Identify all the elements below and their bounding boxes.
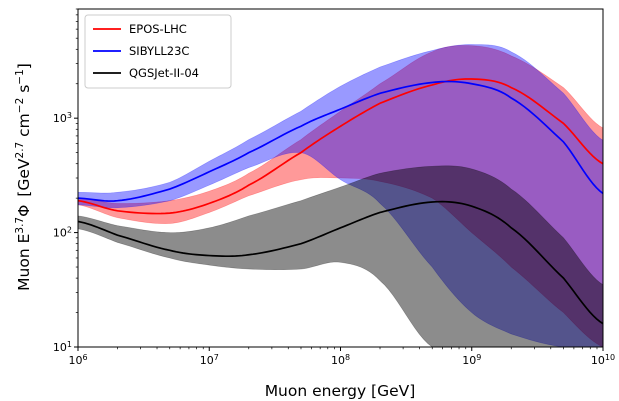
y-tick-label: 103 [53, 111, 72, 126]
line-epos-lhc [78, 78, 603, 215]
series-lines [78, 78, 603, 325]
legend: EPOS-LHC SIBYLL23C QGSJet-II-04 [84, 14, 232, 89]
legend-box [84, 14, 232, 89]
band-qgsjet-ii-04 [78, 165, 603, 347]
x-tick-label: 106 [68, 353, 87, 368]
x-tick-label: 108 [331, 353, 350, 368]
legend-label-epos-lhc: EPOS-LHC [129, 22, 187, 36]
axes: 106 107 108 109 1010 101 102 103 [53, 8, 615, 368]
band-epos-lhc [78, 45, 603, 347]
x-tick-label: 1010 [591, 353, 615, 368]
y-tick-label: 101 [53, 340, 72, 355]
y-tick-label: 102 [53, 225, 72, 240]
x-tick-label: 109 [462, 353, 481, 368]
band-sibyll23c [78, 44, 603, 347]
x-tick-label: 107 [200, 353, 219, 368]
uncertainty-bands [78, 44, 603, 347]
legend-label-qgsjet-ii-04: QGSJet-II-04 [129, 66, 199, 80]
x-axis-label: Muon energy [GeV] [265, 382, 416, 400]
y-axis-label: Muon E3.7Φ[GeV2.7 cm−2 s−1] [14, 63, 33, 291]
line-sibyll23c [78, 80, 603, 202]
legend-label-sibyll23c: SIBYLL23C [129, 44, 189, 58]
line-qgsjet-ii-04 [78, 200, 603, 325]
